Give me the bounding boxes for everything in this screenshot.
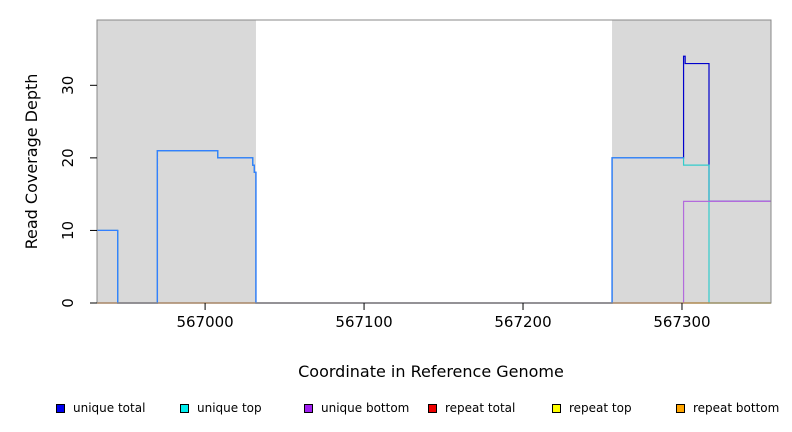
y-tick-label-1: 10: [59, 221, 77, 240]
x-tick-label-0: 567000: [176, 313, 233, 331]
y-tick-label-0: 0: [59, 298, 77, 308]
y-axis-title: Read Coverage Depth: [22, 74, 41, 250]
legend-item-unique-total: unique total: [56, 401, 145, 415]
legend-swatch: [180, 403, 189, 413]
shaded-region-1: [612, 20, 771, 303]
legend-swatch: [56, 403, 65, 413]
legend-label: unique bottom: [321, 401, 410, 415]
legend-swatch: [428, 403, 437, 413]
legend-swatch: [304, 403, 313, 413]
legend-swatch: [552, 403, 561, 413]
x-tick-label-1: 567100: [335, 313, 392, 331]
y-tick-label-2: 20: [59, 148, 77, 167]
y-tick-label-3: 30: [59, 76, 77, 95]
legend-label: unique total: [73, 401, 146, 415]
x-tick-label-2: 567200: [494, 313, 551, 331]
plot-frame: [96, 19, 772, 304]
legend-label: unique top: [197, 401, 262, 415]
legend-label: repeat top: [569, 401, 632, 415]
legend-label: repeat bottom: [693, 401, 780, 415]
legend-item-repeat-total: repeat total: [428, 401, 515, 415]
shaded-region-0: [97, 20, 256, 303]
legend-swatch: [676, 403, 685, 413]
legend: unique total unique top unique bottom repea…: [0, 401, 792, 417]
x-axis: 567000 567100 567200 567300: [176, 303, 711, 331]
legend-item-repeat-bottom: repeat bottom: [676, 401, 779, 415]
legend-item-unique-bottom: unique bottom: [304, 401, 409, 415]
x-tick-label-3: 567300: [653, 313, 710, 331]
y-axis: 0 10 20 30: [59, 76, 97, 308]
shaded-regions: [97, 20, 771, 303]
legend-item-repeat-top: repeat top: [552, 401, 632, 415]
legend-label: repeat total: [445, 401, 516, 415]
legend-item-unique-top: unique top: [180, 401, 262, 415]
x-axis-title: Coordinate in Reference Genome: [298, 362, 564, 381]
